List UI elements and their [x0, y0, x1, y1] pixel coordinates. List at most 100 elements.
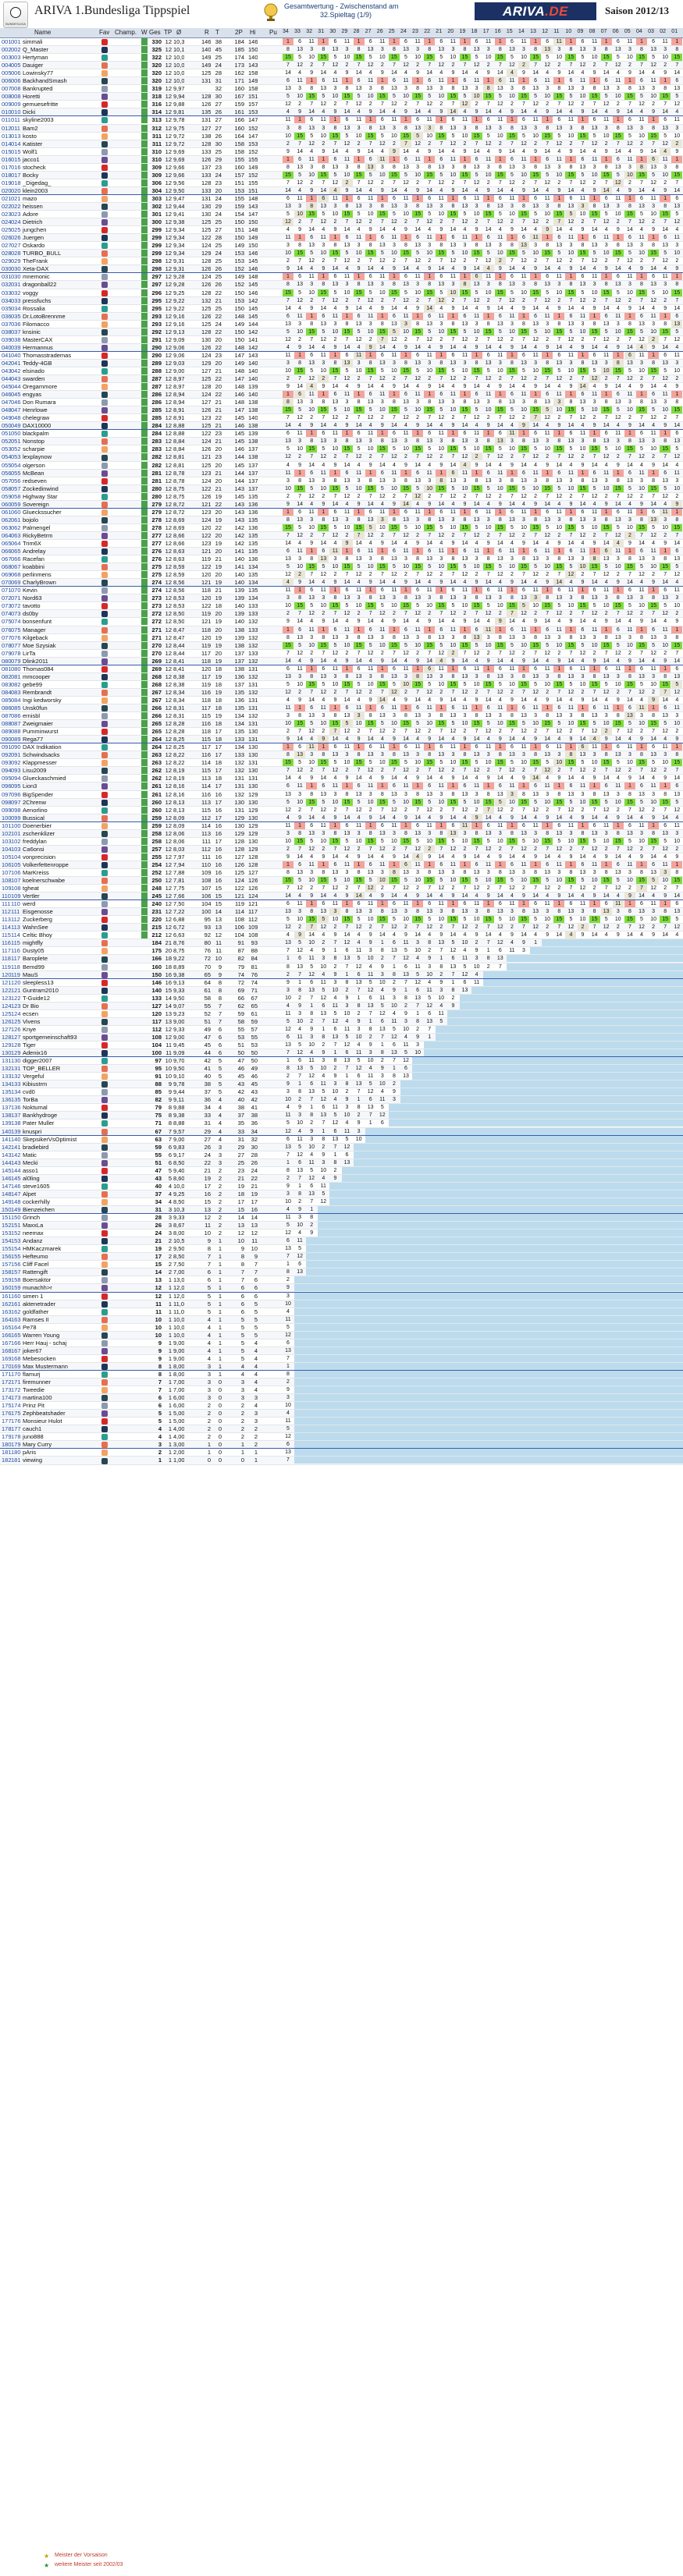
player-name[interactable]: Teddy-4GB	[23, 359, 52, 367]
table-row[interactable]: 010 010 Dicki 314 12 9,81 135 26 161 153 4 9 14 4 9 14 4…	[0, 108, 683, 117]
player-name[interactable]: redseven	[23, 477, 47, 484]
player-name[interactable]: Oskardo	[23, 242, 45, 250]
col-champ[interactable]: Champ.	[115, 29, 137, 36]
player-name[interactable]: LirTa	[23, 649, 36, 657]
player-name[interactable]: zschenklizer	[23, 829, 55, 837]
table-row[interactable]: 076 075 Manager 271 12 8,47 118 20 138 133 1 6 11 1 6 1…	[0, 626, 683, 634]
table-row[interactable]: 006006BackhandSmash3201210,0013131171149…	[0, 77, 683, 86]
matchday-header[interactable]: 27	[365, 29, 372, 34]
player-name[interactable]: scharpie	[23, 445, 45, 453]
player-name[interactable]: Q_Master	[23, 46, 48, 54]
col-r[interactable]: R	[205, 29, 209, 36]
player-name[interactable]: lexplaynow	[23, 453, 52, 461]
table-row[interactable]: 064 063 RickyBetrm 277 12 8,66 122 20 142 135 7 12 2…	[0, 531, 683, 540]
table-row[interactable]: 024 024 Dietrich 300 12 9,38 125 25 150 150 12 2 7 12…	[0, 218, 683, 227]
table-row[interactable]: 104 103 Ca6onsi 257 12 8,03 112 16 128 129 2 7 12 2 7 1…	[0, 845, 683, 853]
table-row[interactable]: 103 102 freddylan 258 12 8,06 111 17 128 130 10 15 5…	[0, 837, 683, 846]
player-name[interactable]: MasterCAX	[23, 335, 53, 343]
table-row[interactable]: 084 083 Rembrandt 267 12 8,34 116 19 135 132 12 2 7 1…	[0, 688, 683, 697]
player-name[interactable]: Palmengel	[23, 523, 51, 531]
player-name[interactable]: Unsk0fun	[23, 704, 48, 711]
table-row[interactable]: 029 029 TheFrank 298 12 9,31 128 25 153 145 2 7 12 2 7…	[0, 257, 683, 266]
player-name[interactable]: Nonstop	[23, 438, 44, 445]
table-row[interactable]: 036 035 Dr.LotoBrennme 293 12 9,16 126 22 148 145…	[0, 312, 683, 321]
table-row[interactable]: 041 040 Thomasstrademas 290 12 9,06 124 23 147 14…	[0, 351, 683, 360]
col-t[interactable]: T	[215, 29, 219, 36]
table-row[interactable]: 063 062 Palmengel 278 12 8,69 120 22 142 136 15 5 10…	[0, 523, 683, 532]
matchday-header[interactable]: 05	[624, 29, 631, 34]
player-name[interactable]: McBean	[23, 469, 44, 477]
player-name[interactable]: knsinic	[23, 328, 41, 335]
table-row[interactable]: 086 085 Unsk0fun 266 12 8,31 117 18 135 131 11 1 6 11…	[0, 704, 683, 713]
matchday-header[interactable]: 25	[388, 29, 395, 34]
player-name[interactable]: Schwindsacks	[23, 751, 60, 759]
table-row[interactable]: 004005Dauiger3201210,0014924173143712271…	[0, 62, 683, 70]
table-row[interactable]: 058 057 Zockedinwind 280 12 8,75 122 21 143 137 10…	[0, 484, 683, 493]
matchday-header[interactable]: 04	[636, 29, 642, 34]
col-fav[interactable]: Fav	[99, 29, 110, 36]
player-name[interactable]: klein2003	[23, 186, 48, 194]
table-row[interactable]: 088 087 Zweigmaier 265 12 8,28 116 18 134 131 10 15…	[0, 720, 683, 729]
table-row[interactable]: 068 067 koabbini 275 12 8,59 122 19 141 134 5 10 15 5…	[0, 563, 683, 572]
col-tp[interactable]: TP	[164, 29, 173, 36]
matchday-header[interactable]: 30	[329, 29, 336, 34]
player-name[interactable]: Ingi kedworsky	[23, 696, 62, 704]
table-row[interactable]: 085 084 Ingi kedworsky 267 12 8,34 118 18 136 131…	[0, 696, 683, 704]
matchday-header[interactable]: 24	[400, 29, 407, 34]
player-name[interactable]: Dicki	[23, 108, 36, 116]
table-row[interactable]: 034 033 pressfuchs 295 12 9,22 132 21 153 142 7 12 2…	[0, 296, 683, 305]
player-name[interactable]: Lowinsky77	[23, 69, 54, 77]
table-row[interactable]: 065 064 Trim6X 277 12 8,66 123 19 142 135 14 4 9 14 4 9…	[0, 540, 683, 548]
player-name[interactable]: engyas	[23, 391, 42, 399]
matchday-header[interactable]: 06	[612, 29, 619, 34]
matchday-header[interactable]: 21	[436, 29, 443, 34]
player-name[interactable]: dragonball22	[23, 281, 57, 289]
player-name[interactable]: Juergen	[23, 234, 44, 242]
player-name[interactable]: elsinado	[23, 367, 44, 374]
matchday-header[interactable]: 10	[565, 29, 572, 34]
matchday-header[interactable]: 14	[518, 29, 525, 34]
player-name[interactable]: bonsenfunt	[23, 618, 52, 626]
player-name[interactable]: Rossalia	[23, 304, 45, 312]
player-name[interactable]: BigSpender	[23, 790, 54, 798]
table-row[interactable]: 081 080 Thomas084 269 12 8,41 120 18 138 131 6 11 1 6…	[0, 665, 683, 673]
table-row[interactable]: 017 016 stocheck 309 12 9,66 137 23 160 149 8 13 3 8 1…	[0, 163, 683, 172]
col-name[interactable]: Name	[34, 29, 52, 36]
table-row[interactable]: 096 095 Lion3 261 12 8,16 114 17 131 130 6 11 1 6 11 1 6…	[0, 782, 683, 791]
table-row[interactable]: 100 099 Bussical 259 12 8,09 112 17 129 130 4 9 14 4 9…	[0, 814, 683, 822]
player-name[interactable]: Bussical	[23, 814, 44, 821]
table-row[interactable]: 095 094 Glueckaschmied 262 12 8,19 113 18 131 131…	[0, 775, 683, 783]
matchday-header[interactable]: 12	[542, 29, 548, 34]
player-name[interactable]: Dauiger	[23, 62, 44, 69]
table-row[interactable]: 091 090 DAX Indikation 264 12 8,25 117 17 134 130…	[0, 743, 683, 752]
player-name[interactable]: BackhandSmash	[23, 77, 67, 85]
player-name[interactable]: skyline2003	[23, 116, 54, 124]
table-row[interactable]: 033 032 voggy 296 12 9,25 128 22 150 146 15 5 10 15 5 1…	[0, 289, 683, 297]
table-row[interactable]: 052 051 Nonstop 283 12 8,84 124 21 145 138 13 3 8 13 3…	[0, 438, 683, 446]
table-row[interactable]: 037 036 Filomacco 293 12 9,16 125 24 149 144 13 3 8 1…	[0, 320, 683, 328]
table-row[interactable]: 049 048 chelegraw 285 12 8,91 123 22 145 140 7 12 2 7…	[0, 414, 683, 423]
player-name[interactable]: Rembrandt	[23, 688, 52, 696]
table-row[interactable]: 069 068 perlinmens 275 12 8,59 120 20 140 135 12 2 7…	[0, 571, 683, 580]
table-row[interactable]: 097 096 BigSpender 261 12 8,16 116 16 132 129 13 3 8…	[0, 790, 683, 799]
table-row[interactable]: 102 101 zschenklizer 258 12 8,06 113 16 129 129 3 8…	[0, 829, 683, 838]
player-name[interactable]: Nord63	[23, 594, 42, 602]
col-w[interactable]: W	[141, 29, 148, 36]
table-row[interactable]: 073 072 tavotto 273 12 8,53 122 18 140 133 10 15 5 10…	[0, 602, 683, 611]
player-name[interactable]: Klappmesser	[23, 759, 57, 767]
table-row[interactable]: 022 022 heissen 302 12 9,44 130 29 159 143 13 3 8 13 3…	[0, 202, 683, 211]
player-name[interactable]: swarden	[23, 375, 45, 383]
player-name[interactable]: Lisu2009	[23, 767, 47, 775]
player-name[interactable]: Horetti	[23, 93, 41, 101]
table-row[interactable]: 092 091 Schwindsacks 263 12 8,22 116 17 133 130 8 1…	[0, 751, 683, 760]
table-row[interactable]: 012 011 Bam2 312 12 9,75 127 27 160 152 3 8 13 3 8 13 3 8…	[0, 124, 683, 133]
player-name[interactable]: blackpalm	[23, 430, 49, 438]
player-name[interactable]: pressfuchs	[23, 296, 52, 304]
table-row[interactable]: 105 104 vonprecision 255 12 7,97 111 16 127 128 9 1…	[0, 853, 683, 861]
table-row[interactable]: 015 015 Wolf1 310 12 9,69 133 25 158 152 9 14 4 9 14 4 9…	[0, 147, 683, 156]
table-row[interactable]: 071 070 Kevin 274 12 8,56 118 21 139 135 11 1 6 11 1 6 1…	[0, 587, 683, 595]
player-name[interactable]: Zockedinwind	[23, 484, 59, 492]
table-row[interactable]: 040 039 Hermannus 290 12 9,06 126 22 148 142 4 9 14 4…	[0, 343, 683, 352]
matchday-header[interactable]: 17	[482, 29, 489, 34]
player-name[interactable]: freddylan	[23, 837, 47, 845]
